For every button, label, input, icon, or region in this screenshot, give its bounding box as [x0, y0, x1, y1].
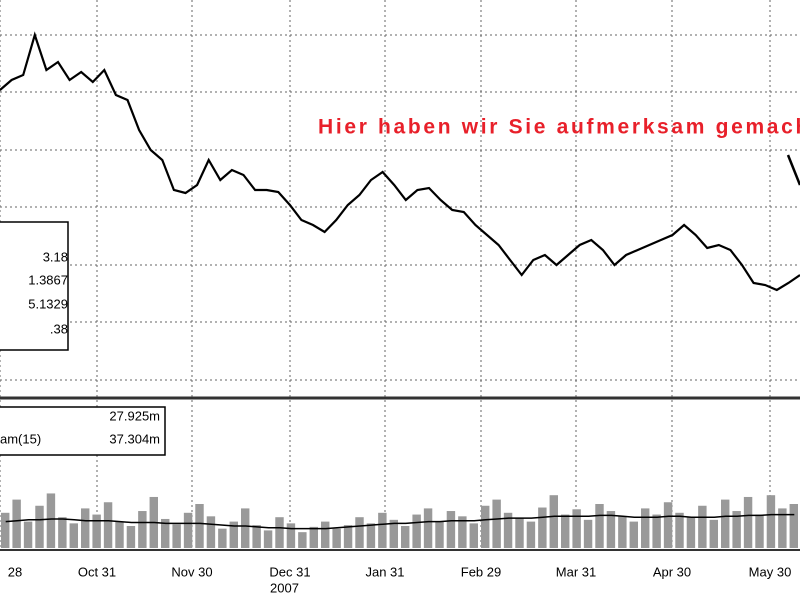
volume-bar	[526, 521, 536, 548]
volume-bar	[446, 511, 456, 548]
volume-bar	[103, 502, 113, 548]
x-tick-label: Dec 31	[269, 564, 310, 579]
volume-bar	[183, 512, 193, 548]
volume-bar	[698, 505, 707, 548]
volume-bar	[663, 502, 673, 548]
volume-bar	[743, 496, 753, 548]
x-tick-label: 28	[8, 564, 22, 579]
x-tick-label: Mar 31	[556, 564, 596, 579]
volume-bar	[252, 525, 261, 548]
volume-bar	[161, 518, 170, 548]
volume-bar	[46, 493, 56, 548]
volume-bar	[412, 514, 421, 548]
legend-value: 5.1329	[28, 296, 68, 311]
volume-bar	[172, 524, 181, 548]
volume-ma-line	[5, 513, 795, 530]
legend-value: 3.18	[43, 249, 68, 264]
volume-legend-box	[0, 406, 166, 456]
volume-bar	[138, 511, 147, 548]
x-tick-label: Oct 31	[78, 564, 116, 579]
volume-bar	[241, 508, 250, 548]
volume-bar	[755, 514, 764, 548]
x-tick-label: Feb 29	[461, 564, 501, 579]
volume-bar	[218, 528, 227, 548]
volume-bar	[81, 508, 90, 548]
volume-bar	[195, 504, 204, 548]
x-tick-label: May 30	[749, 564, 792, 579]
volume-bar	[423, 508, 433, 548]
volume-bar	[309, 526, 318, 548]
x-tick-label: Apr 30	[653, 564, 691, 579]
volume-bar	[583, 519, 593, 548]
annotation: Hier haben wir Sie aufmerksam gemacht	[318, 116, 800, 139]
volume-bar	[275, 517, 284, 548]
legend-value: .38	[50, 321, 68, 336]
volume-bar	[435, 521, 444, 548]
volume-bar	[618, 516, 627, 548]
grid	[0, 0, 800, 550]
x-tick-label: Nov 30	[171, 564, 212, 579]
volume-bar	[629, 521, 638, 548]
year-label: 2007	[270, 580, 299, 595]
volume-bar	[321, 521, 330, 548]
volume-bar	[492, 499, 501, 548]
volume-bar	[378, 512, 387, 548]
volume-bar	[458, 516, 467, 548]
volume-bar	[35, 505, 44, 548]
volume-bar	[515, 518, 524, 548]
volume-bar	[298, 532, 307, 548]
volume-bar	[115, 521, 124, 548]
volume-bar	[58, 517, 67, 548]
volume-bar	[572, 509, 581, 548]
volume-bar	[343, 525, 353, 548]
volume-bar	[538, 507, 547, 548]
legend-value: 1.3867	[28, 272, 68, 287]
price-panel	[0, 31, 800, 292]
volume-bar	[286, 523, 296, 548]
volume-bar	[549, 495, 558, 548]
volume-bar	[641, 508, 650, 548]
x-tick-label: Jan 31	[365, 564, 404, 579]
volume-bar	[652, 514, 661, 548]
volume-bar	[675, 512, 684, 548]
volume-bar	[229, 521, 238, 548]
volume-bar	[778, 508, 787, 548]
volume-bar	[789, 504, 798, 548]
annotation-arrow	[786, 154, 800, 186]
price-line	[0, 31, 800, 292]
volume-bar	[606, 511, 616, 548]
volume-legend-value: am(15)	[0, 431, 41, 446]
volume-bar	[389, 519, 398, 548]
volume-bar	[503, 512, 513, 548]
legend-box	[0, 221, 69, 351]
volume-panel	[1, 493, 798, 548]
volume-bar	[92, 514, 101, 548]
volume-bar	[1, 512, 10, 548]
volume-bar	[721, 499, 730, 548]
volume-bar	[595, 504, 604, 548]
volume-bar	[366, 523, 376, 548]
volume-bar	[355, 517, 364, 548]
volume-bar	[23, 521, 33, 548]
volume-bar	[332, 528, 341, 548]
volume-bar	[686, 517, 696, 548]
volume-bar	[69, 523, 78, 548]
volume-bar	[263, 530, 273, 548]
volume-bar	[766, 495, 776, 548]
volume-bar	[732, 511, 741, 548]
volume-legend-value: 27.925m	[109, 408, 160, 423]
volume-bar	[709, 519, 718, 548]
volume-legend-value: 37.304m	[109, 431, 160, 446]
volume-bar	[561, 514, 570, 548]
volume-bar	[206, 516, 216, 548]
volume-bar	[469, 523, 478, 548]
volume-bar	[12, 499, 21, 548]
volume-bar	[401, 526, 410, 548]
volume-bar	[481, 505, 490, 548]
volume-bar	[126, 526, 136, 548]
